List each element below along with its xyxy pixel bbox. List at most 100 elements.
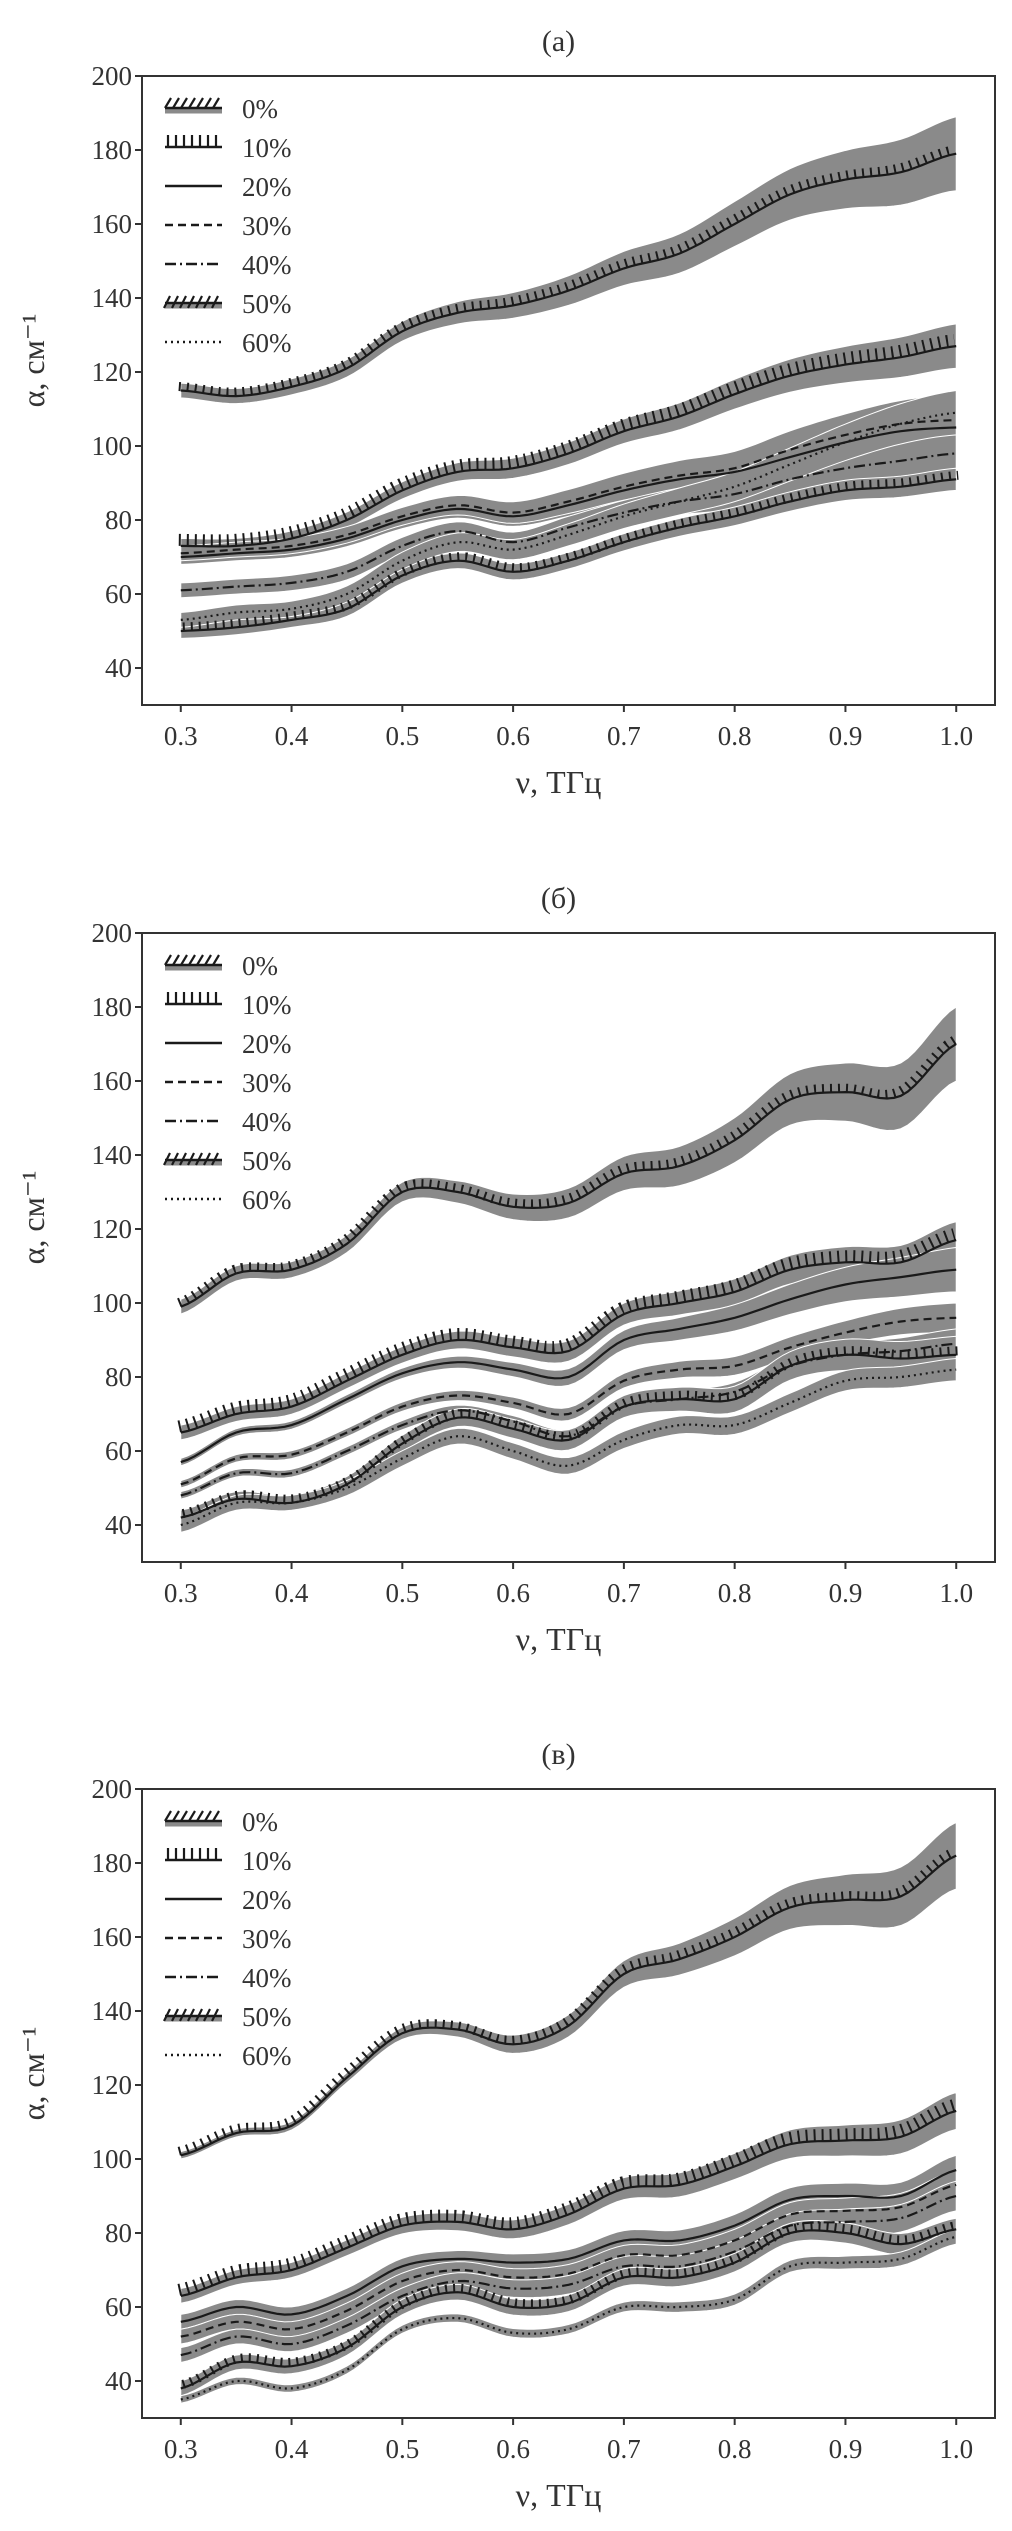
legend-item: 40%	[165, 1963, 292, 1993]
y-tick-label: 160	[92, 209, 133, 239]
series-10%	[178, 334, 957, 548]
y-tick-label: 80	[105, 505, 132, 535]
legend-item: 10%	[165, 990, 292, 1020]
legend-label: 20%	[242, 172, 292, 202]
y-tick-label: 120	[92, 2070, 133, 2100]
series-0%	[177, 1036, 957, 1308]
legend-hatch	[171, 295, 179, 309]
series-50%	[180, 470, 959, 633]
y-tick-label: 200	[92, 1774, 133, 1804]
y-tick-label: 120	[92, 357, 133, 387]
series-line	[180, 2194, 957, 2357]
series-30%	[180, 1316, 957, 1486]
legend-hatch	[188, 97, 196, 109]
legend-label: 50%	[242, 2002, 292, 2032]
legend-item: 20%	[165, 172, 292, 202]
series-line	[180, 411, 957, 621]
series-60%	[180, 411, 957, 621]
x-tick-label: 0.8	[718, 2434, 752, 2464]
legend-hatch	[180, 1810, 188, 1822]
y-tick-label: 160	[92, 1922, 133, 1952]
panel-1: (а) 0.3 0.4 0.5 0.6 0.7 0.8 0.9 1.0 40 60 80 100 120 1…	[15, 25, 996, 800]
legend-hatch	[196, 1810, 204, 1822]
x-axis-label: ν, ТГц	[516, 1621, 602, 1657]
legend-label: 40%	[242, 1107, 292, 1137]
legend-hatch	[195, 2008, 203, 2022]
legend-hatch	[171, 1152, 179, 1166]
x-tick-label: 0.7	[607, 1578, 641, 1608]
band-0%	[180, 1821, 957, 2160]
x-tick-label: 0.8	[718, 1578, 752, 1608]
x-tick-label: 0.5	[385, 1578, 419, 1608]
y-tick-label: 40	[105, 1510, 132, 1540]
y-tick-label: 140	[92, 1996, 133, 2026]
legend-hatch	[188, 1810, 196, 1822]
series-30%	[180, 419, 957, 555]
series-60%	[180, 1368, 957, 1527]
y-tick-label: 60	[105, 1436, 132, 1466]
legend-item: 0%	[164, 1807, 278, 1837]
x-tick-label: 0.4	[275, 2434, 309, 2464]
legend-hatch	[211, 2008, 219, 2022]
axes-frame	[141, 1788, 996, 2419]
legend-hatch	[204, 1810, 212, 1822]
series-line	[180, 1854, 957, 2157]
legend-label: 20%	[242, 1885, 292, 1915]
panel-2: (б) 0.3 0.4 0.5 0.6 0.7 0.8 0.9 1.0 40 60 80 100 120 1…	[15, 882, 996, 1657]
panel-title: (в)	[541, 1738, 575, 1771]
band-0%	[180, 116, 957, 405]
series-line	[180, 452, 957, 592]
series-line	[180, 1239, 957, 1434]
series-line	[180, 345, 957, 548]
y-tick-label: 60	[105, 579, 132, 609]
series-line	[180, 1316, 957, 1486]
legend-hatch	[164, 954, 172, 966]
legend-hatch	[172, 97, 180, 109]
series-line	[180, 1368, 957, 1527]
x-tick-label: 0.6	[496, 721, 530, 751]
legend-hatch	[171, 2008, 179, 2022]
series-0%	[178, 145, 957, 398]
series-line	[180, 1268, 957, 1464]
legend-hatch	[179, 1152, 187, 1166]
y-tick-label: 180	[92, 1848, 133, 1878]
legend-label: 0%	[242, 951, 278, 981]
panel-title: (а)	[542, 25, 575, 58]
band-60%	[180, 389, 957, 628]
legend-hatch	[164, 1810, 172, 1822]
legend-hatch	[188, 954, 196, 966]
legend-hatch	[196, 97, 204, 109]
legend-hatch	[180, 954, 188, 966]
legend-label: 10%	[242, 1846, 292, 1876]
legend-label: 60%	[242, 1185, 292, 1215]
legend-hatch	[211, 295, 219, 309]
legend-hatch	[163, 295, 171, 309]
legend-item: 40%	[165, 1107, 292, 1137]
legend-item: 30%	[165, 211, 292, 241]
panel-title: (б)	[541, 882, 576, 915]
x-tick-label: 0.3	[164, 721, 198, 751]
legend-hatch	[172, 1810, 180, 1822]
legend-item: 40%	[165, 250, 292, 280]
legend-hatch	[196, 954, 204, 966]
legend-hatch	[180, 97, 188, 109]
legend-hatch	[163, 2008, 171, 2022]
y-tick-label: 140	[92, 283, 133, 313]
x-tick-label: 1.0	[939, 1578, 973, 1608]
legend-hatch	[204, 954, 212, 966]
x-tick-label: 0.9	[829, 721, 863, 751]
y-tick-label: 40	[105, 653, 132, 683]
legend-hatch	[164, 97, 172, 109]
legend-hatch	[195, 1152, 203, 1166]
legend-hatch	[204, 97, 212, 109]
y-tick-label: 100	[92, 2144, 133, 2174]
x-tick-label: 0.8	[718, 721, 752, 751]
series-50%	[180, 2220, 960, 2390]
legend-hatch	[211, 1152, 219, 1166]
legend: 0% 10% 20% 30% 40% 50% 60%	[163, 951, 292, 1215]
legend-item: 50%	[163, 289, 292, 319]
legend-label: 60%	[242, 328, 292, 358]
y-tick-label: 80	[105, 1362, 132, 1392]
x-tick-label: 0.5	[385, 2434, 419, 2464]
